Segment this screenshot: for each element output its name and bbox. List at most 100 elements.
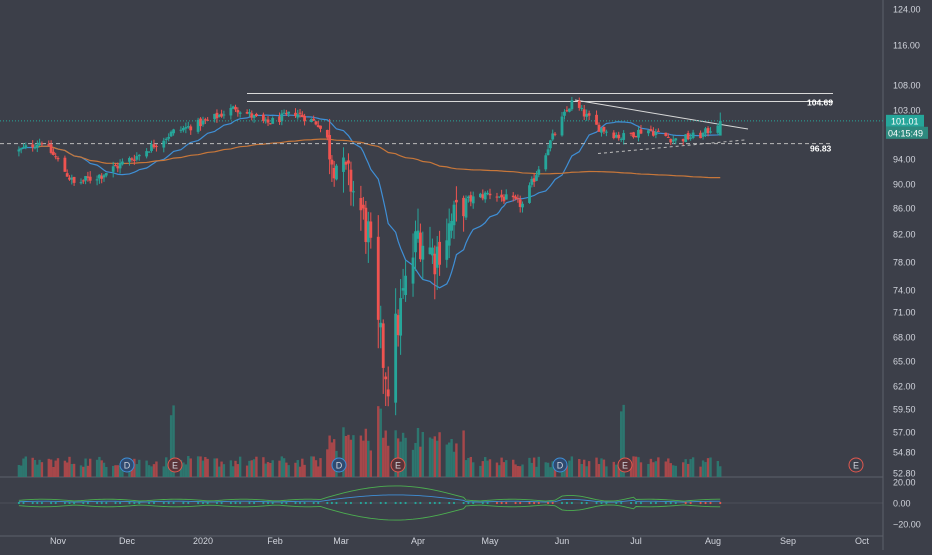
oscillator-dot bbox=[689, 501, 692, 505]
candle-body bbox=[300, 114, 304, 118]
volume-bar bbox=[133, 458, 136, 477]
candle-body bbox=[252, 114, 256, 118]
candle-body bbox=[145, 151, 149, 157]
volume-bar bbox=[82, 466, 85, 477]
volume-bar bbox=[386, 445, 390, 477]
oscillator-dot bbox=[514, 501, 517, 505]
candle-body bbox=[704, 128, 707, 134]
volume-bar bbox=[498, 465, 501, 477]
event-marker-dividend[interactable] bbox=[331, 457, 347, 473]
candle-body bbox=[511, 195, 515, 198]
candle-body bbox=[411, 257, 415, 284]
candle-body bbox=[342, 157, 345, 172]
candle-body bbox=[56, 158, 60, 160]
oscillator-dot bbox=[220, 501, 223, 505]
event-marker-earnings[interactable] bbox=[617, 457, 633, 473]
volume-bar bbox=[298, 466, 302, 477]
support-label: 96.83 bbox=[810, 144, 832, 154]
candle-body bbox=[213, 113, 217, 120]
oscillator-dot bbox=[40, 501, 44, 505]
volume-bar bbox=[686, 463, 690, 477]
oscillator-dot bbox=[533, 501, 536, 505]
candle-body bbox=[691, 132, 695, 138]
volume-bar bbox=[22, 458, 25, 477]
candle-body bbox=[294, 112, 297, 117]
candle-body bbox=[268, 123, 272, 125]
volume-bar bbox=[379, 408, 382, 477]
oscillator-dot bbox=[86, 501, 89, 505]
volume-bar bbox=[488, 459, 492, 477]
volume-bar bbox=[401, 432, 405, 477]
price-axis-label: 71.00 bbox=[893, 308, 916, 318]
oscillator-dot bbox=[704, 501, 707, 505]
event-marker-earnings[interactable] bbox=[390, 457, 406, 473]
event-marker-earnings[interactable] bbox=[167, 457, 183, 473]
volume-bar bbox=[587, 461, 591, 477]
event-marker-earnings-upcoming[interactable] bbox=[848, 457, 864, 473]
oscillator-dot bbox=[298, 501, 302, 505]
volume-bar bbox=[245, 465, 249, 477]
volume-bar bbox=[719, 466, 722, 477]
volume-bar bbox=[565, 465, 569, 477]
candle-body bbox=[684, 134, 688, 143]
volume-bar bbox=[605, 466, 608, 477]
candle-body bbox=[147, 151, 151, 153]
volume-bar bbox=[369, 450, 373, 477]
volume-bar bbox=[280, 456, 284, 477]
candle-body bbox=[349, 169, 353, 192]
oscillator-dot bbox=[595, 501, 598, 505]
oscillator-dot bbox=[438, 501, 441, 505]
candle-body bbox=[546, 149, 550, 156]
candle-body bbox=[111, 166, 115, 172]
volume-bar bbox=[553, 466, 557, 477]
event-marker-label: E bbox=[172, 461, 178, 471]
candle-body bbox=[518, 199, 522, 207]
volume-bar bbox=[684, 459, 687, 477]
candle-body bbox=[464, 198, 468, 218]
ascending-trendline bbox=[597, 139, 746, 155]
oscillator-dot bbox=[364, 501, 367, 505]
time-axis-label: May bbox=[481, 536, 499, 546]
volume-bar bbox=[516, 465, 520, 477]
candle-body bbox=[164, 138, 168, 140]
candle-body bbox=[17, 149, 21, 152]
oscillator-dot bbox=[215, 501, 219, 505]
event-marker-dividend[interactable] bbox=[552, 457, 568, 473]
volume-bar bbox=[86, 465, 90, 477]
volume-bar bbox=[196, 456, 200, 477]
candle-body bbox=[162, 140, 166, 148]
oscillator-dot bbox=[669, 501, 672, 505]
oscillator-dot bbox=[187, 501, 190, 505]
event-marker-label: D bbox=[336, 461, 343, 471]
volume-bar bbox=[464, 460, 468, 477]
oscillator-dot bbox=[709, 501, 712, 505]
candle-body bbox=[248, 112, 251, 114]
volume-bar bbox=[479, 465, 482, 477]
candle-body bbox=[379, 322, 383, 328]
candle-body bbox=[651, 131, 655, 136]
oscillator-dot bbox=[152, 501, 156, 505]
oscillator-dot bbox=[349, 501, 353, 505]
volume-bar bbox=[20, 465, 23, 477]
candle-body bbox=[100, 175, 104, 179]
oscillator-axis-label: 20.00 bbox=[893, 478, 916, 488]
candle-body bbox=[612, 132, 616, 139]
candle-body bbox=[419, 232, 422, 260]
candle-body bbox=[647, 130, 650, 134]
candle-body bbox=[63, 157, 67, 172]
volume-bar bbox=[551, 461, 554, 477]
slow-moving-average-line bbox=[34, 138, 721, 179]
volume-bar bbox=[367, 440, 370, 477]
oscillator-dot bbox=[404, 501, 407, 505]
candle-body bbox=[639, 129, 643, 134]
volume-bar bbox=[262, 457, 265, 477]
candle-body bbox=[617, 134, 621, 139]
volume-bar bbox=[629, 463, 633, 477]
volume-bar bbox=[165, 457, 168, 477]
candle-body bbox=[181, 127, 185, 131]
event-marker-dividend[interactable] bbox=[119, 457, 135, 473]
candle-body bbox=[674, 138, 678, 141]
